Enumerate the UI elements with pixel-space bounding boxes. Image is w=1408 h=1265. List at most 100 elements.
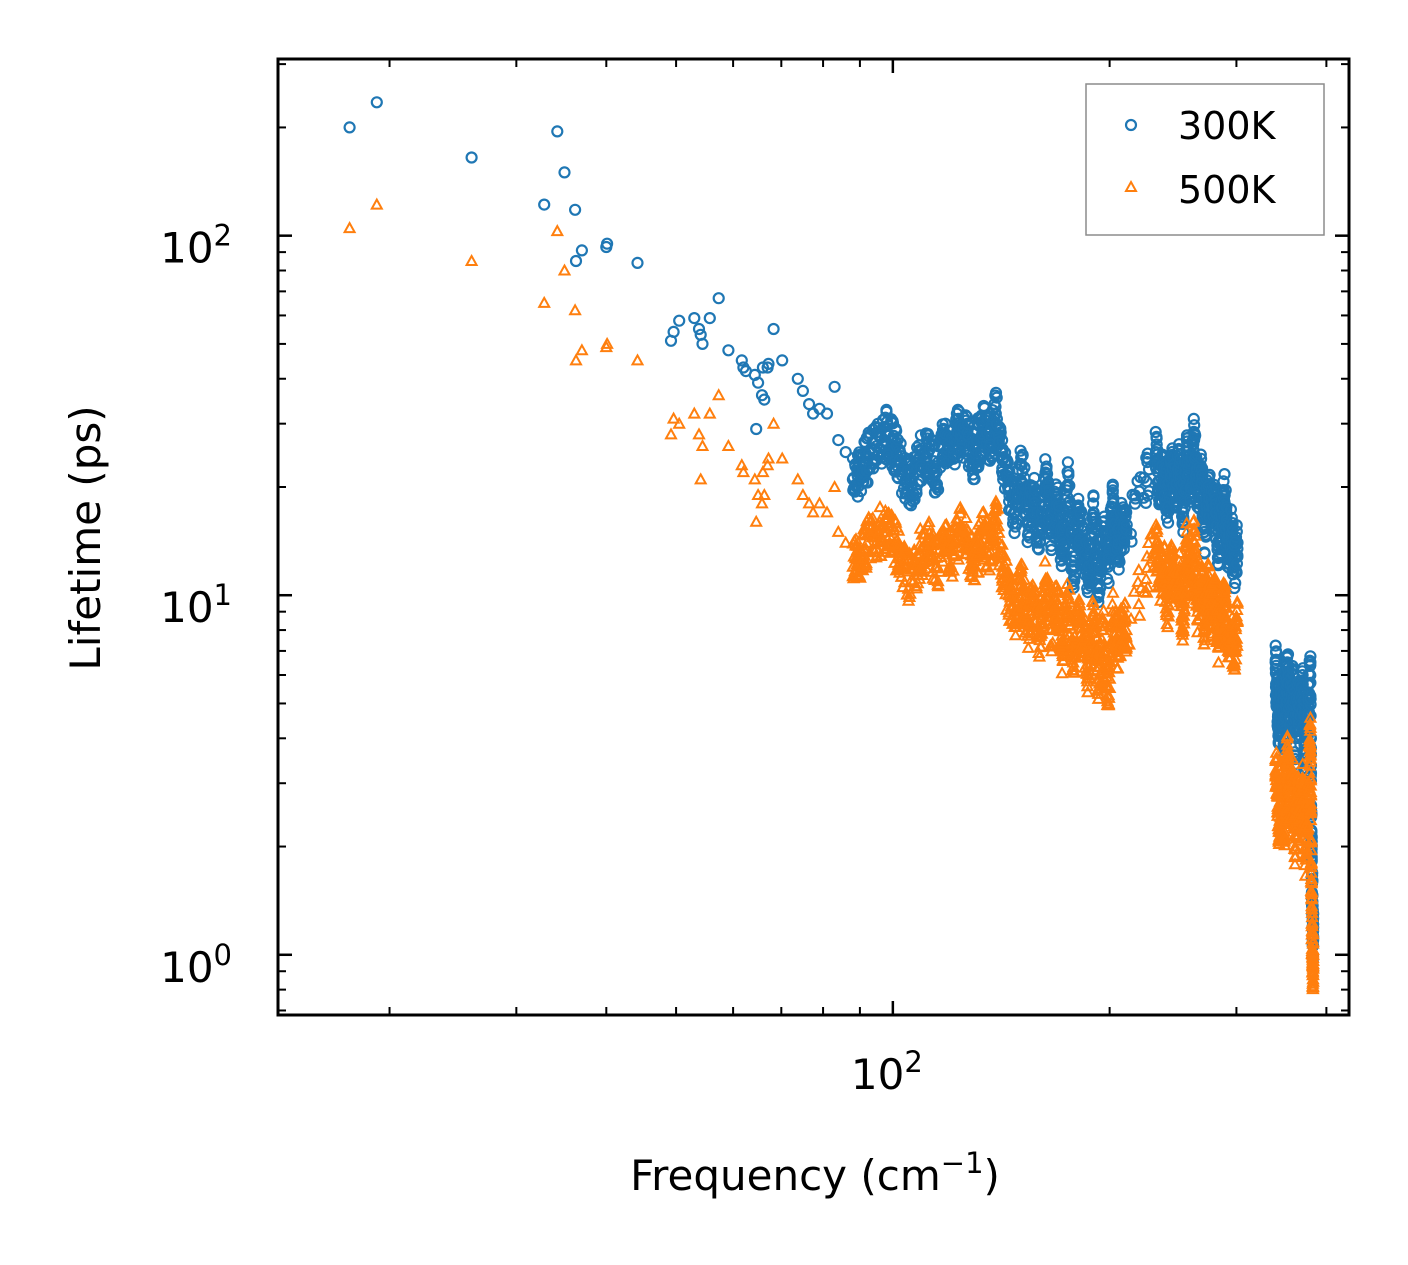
scatter-points	[342, 96, 1320, 995]
point-500k	[1304, 883, 1318, 896]
point-300k	[600, 237, 614, 250]
point-500k	[897, 539, 911, 552]
point-500k	[856, 551, 871, 564]
point-500k	[1176, 624, 1191, 637]
point-300k	[931, 483, 945, 496]
point-500k	[1045, 609, 1059, 622]
point-300k	[1229, 530, 1243, 544]
point-500k	[1063, 617, 1077, 630]
point-500k	[1066, 659, 1081, 672]
point-500k	[896, 580, 910, 593]
point-500k	[991, 547, 1005, 560]
point-300k	[907, 487, 920, 500]
point-500k	[1021, 640, 1035, 653]
point-500k	[953, 500, 967, 513]
point-500k	[1034, 640, 1048, 653]
point-300k	[1230, 519, 1243, 532]
point-500k	[1161, 609, 1176, 622]
point-300k	[712, 292, 725, 305]
point-300k	[914, 429, 928, 442]
point-500k	[1015, 557, 1029, 570]
point-300k	[899, 452, 912, 465]
point-500k	[984, 545, 998, 558]
point-300k	[703, 312, 716, 325]
point-500k	[712, 388, 726, 401]
point-500k	[1039, 579, 1054, 592]
point-500k	[666, 411, 681, 424]
point-500k	[848, 551, 863, 564]
point-500k	[1229, 635, 1243, 648]
point-300k	[1067, 563, 1080, 576]
point-500k	[1003, 590, 1018, 603]
legend-marker-500k	[1124, 179, 1138, 192]
point-300k	[1150, 438, 1163, 451]
point-500k	[1161, 597, 1175, 610]
point-300k	[1281, 648, 1295, 661]
point-300k	[1304, 698, 1317, 711]
point-500k	[1046, 635, 1060, 648]
point-500k	[913, 564, 928, 577]
axis-tick-labels: 100 101 102 102	[160, 219, 923, 1099]
point-500k	[831, 524, 845, 537]
point-500k	[1056, 649, 1070, 662]
point-500k	[796, 487, 810, 500]
point-300k	[1189, 429, 1202, 442]
point-300k	[1228, 536, 1242, 549]
point-500k	[1055, 666, 1069, 679]
y-axis-label: Lifetime (ps)	[61, 405, 110, 670]
point-300k	[673, 314, 686, 327]
point-500k	[1010, 610, 1024, 623]
plot-frame	[276, 57, 1351, 1017]
point-300k	[1087, 490, 1100, 503]
point-300k	[1304, 692, 1317, 706]
point-300k	[1126, 488, 1139, 501]
point-500k	[1304, 803, 1318, 816]
point-500k	[1134, 581, 1148, 594]
point-300k	[1063, 479, 1076, 492]
point-300k	[1113, 555, 1126, 569]
point-500k	[871, 544, 885, 557]
point-500k	[735, 458, 749, 471]
point-500k	[1230, 596, 1245, 609]
point-500k	[1132, 597, 1146, 610]
point-300k	[1102, 576, 1115, 590]
point-500k	[1124, 611, 1138, 624]
point-500k	[853, 570, 867, 583]
point-300k	[820, 407, 834, 420]
point-500k	[996, 563, 1010, 576]
point-500k	[600, 336, 614, 349]
point-500k	[884, 507, 899, 520]
point-300k	[880, 403, 893, 416]
point-500k	[1278, 832, 1292, 845]
point-500k	[1149, 541, 1164, 554]
point-500k	[909, 581, 924, 594]
point-500k	[1150, 534, 1164, 547]
point-500k	[664, 427, 678, 440]
point-500k	[370, 197, 384, 210]
point-300k	[948, 458, 961, 471]
point-300k	[996, 443, 1009, 456]
point-300k	[1269, 662, 1282, 675]
point-300k	[1010, 517, 1024, 530]
point-500k	[1072, 592, 1086, 605]
x-axis-label-exponent: −1	[941, 1146, 984, 1180]
point-500k	[873, 519, 888, 532]
point-500k	[1176, 633, 1190, 646]
point-500k	[1085, 594, 1100, 607]
point-300k	[881, 448, 895, 462]
point-300k	[696, 337, 709, 350]
point-300k	[891, 433, 904, 446]
point-500k	[972, 541, 986, 554]
point-500k	[1306, 979, 1320, 992]
point-500k	[757, 487, 771, 500]
point-300k	[1230, 557, 1244, 570]
point-500k	[1105, 597, 1120, 610]
point-500k	[820, 505, 834, 518]
point-500k	[672, 416, 686, 429]
x-axis-label-tail: )	[984, 1151, 1000, 1200]
point-500k	[953, 506, 967, 519]
y-tick-label: 100	[160, 938, 232, 992]
point-300k	[990, 391, 1003, 404]
point-500k	[1219, 610, 1233, 623]
point-500k	[1141, 580, 1155, 593]
